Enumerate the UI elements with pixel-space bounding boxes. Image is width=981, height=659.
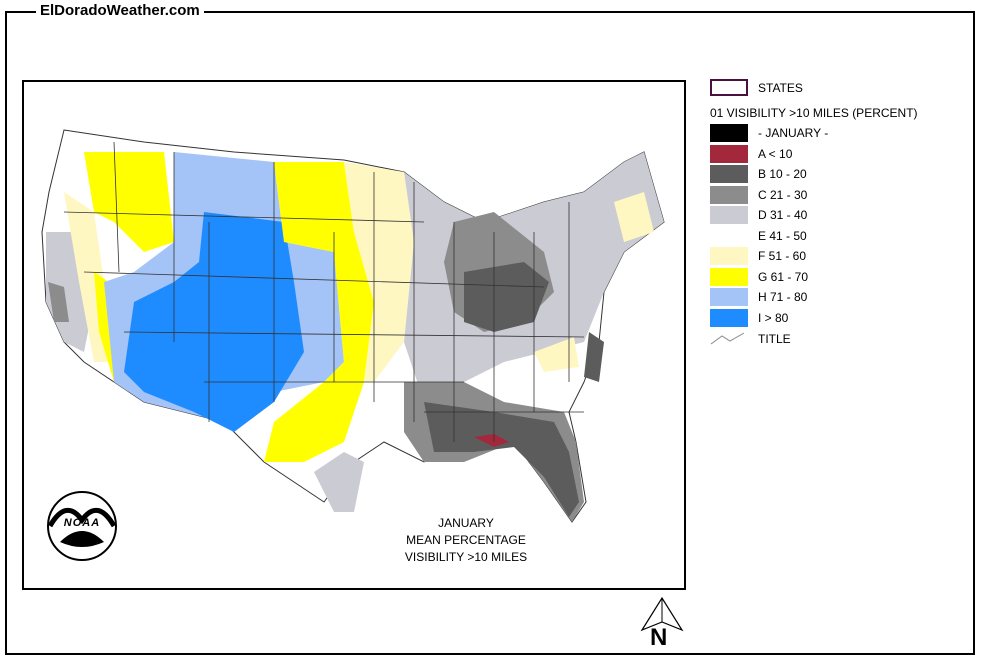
legend-item-label: I > 80 (758, 310, 789, 325)
map-panel (22, 80, 686, 590)
legend-swatch (710, 124, 748, 142)
region-f-northeast (614, 192, 654, 242)
caption-line-1: JANUARY (438, 516, 494, 530)
legend-item-label: H 71 - 80 (758, 290, 808, 304)
legend-swatch (710, 144, 748, 163)
map-caption: JANUARY MEAN PERCENTAGE VISIBILITY >10 M… (386, 515, 546, 566)
title-line-icon (710, 332, 745, 345)
region-g-northwest (84, 152, 174, 252)
legend-item-label: F 51 - 60 (758, 249, 807, 263)
legend-swatch (710, 267, 748, 286)
legend-item-label: G 61 - 70 (758, 269, 809, 284)
legend-heading: 01 VISIBILITY >10 MILES (PERCENT) (710, 106, 918, 120)
legend-item-label: C 21 - 30 (758, 187, 808, 202)
region-g-plains (264, 162, 374, 462)
legend-item-label: D 31 - 40 (758, 208, 808, 222)
site-title: ElDoradoWeather.com (36, 2, 204, 19)
map-frame (5, 11, 975, 655)
region-b-ohio (464, 262, 549, 332)
legend-item-label: A < 10 (758, 146, 793, 161)
legend-swatch (710, 165, 748, 183)
legend-swatch (710, 185, 748, 204)
region-b-gulf (424, 402, 579, 517)
legend-swatch (710, 206, 748, 224)
caption-line-2: MEAN PERCENTAGE (406, 533, 526, 547)
legend-item-label: E 41 - 50 (758, 228, 807, 243)
legend-swatch (710, 288, 748, 306)
noaa-logo-text: NOAA (63, 517, 101, 529)
region-f-appalachia (534, 337, 579, 372)
legend-swatch (710, 308, 748, 327)
north-arrow: N (638, 596, 686, 656)
legend-item-label: - JANUARY - (758, 126, 829, 140)
region-c-california (48, 282, 69, 322)
legend-title-label: TITLE (758, 332, 791, 346)
region-b-carolina (584, 332, 604, 382)
legend-swatch (710, 226, 748, 245)
caption-line-3: VISIBILITY >10 MILES (404, 550, 528, 564)
state-borders (63, 141, 585, 442)
north-arrow-icon (640, 596, 684, 632)
region-d-texas-coast (314, 452, 364, 512)
noaa-logo-icon (47, 491, 117, 561)
legend-item-label: B 10 - 20 (758, 167, 807, 181)
noaa-logo: NOAA (46, 490, 118, 562)
north-letter: N (650, 624, 668, 651)
us-visibility-map (41, 129, 665, 523)
legend-states-label: STATES (758, 81, 803, 95)
region-i-southwest (124, 212, 304, 432)
region-f-plains (344, 162, 414, 382)
states-outline-swatch (710, 79, 748, 96)
region-a-gulf-coast (474, 434, 509, 447)
legend-swatch (710, 247, 748, 265)
